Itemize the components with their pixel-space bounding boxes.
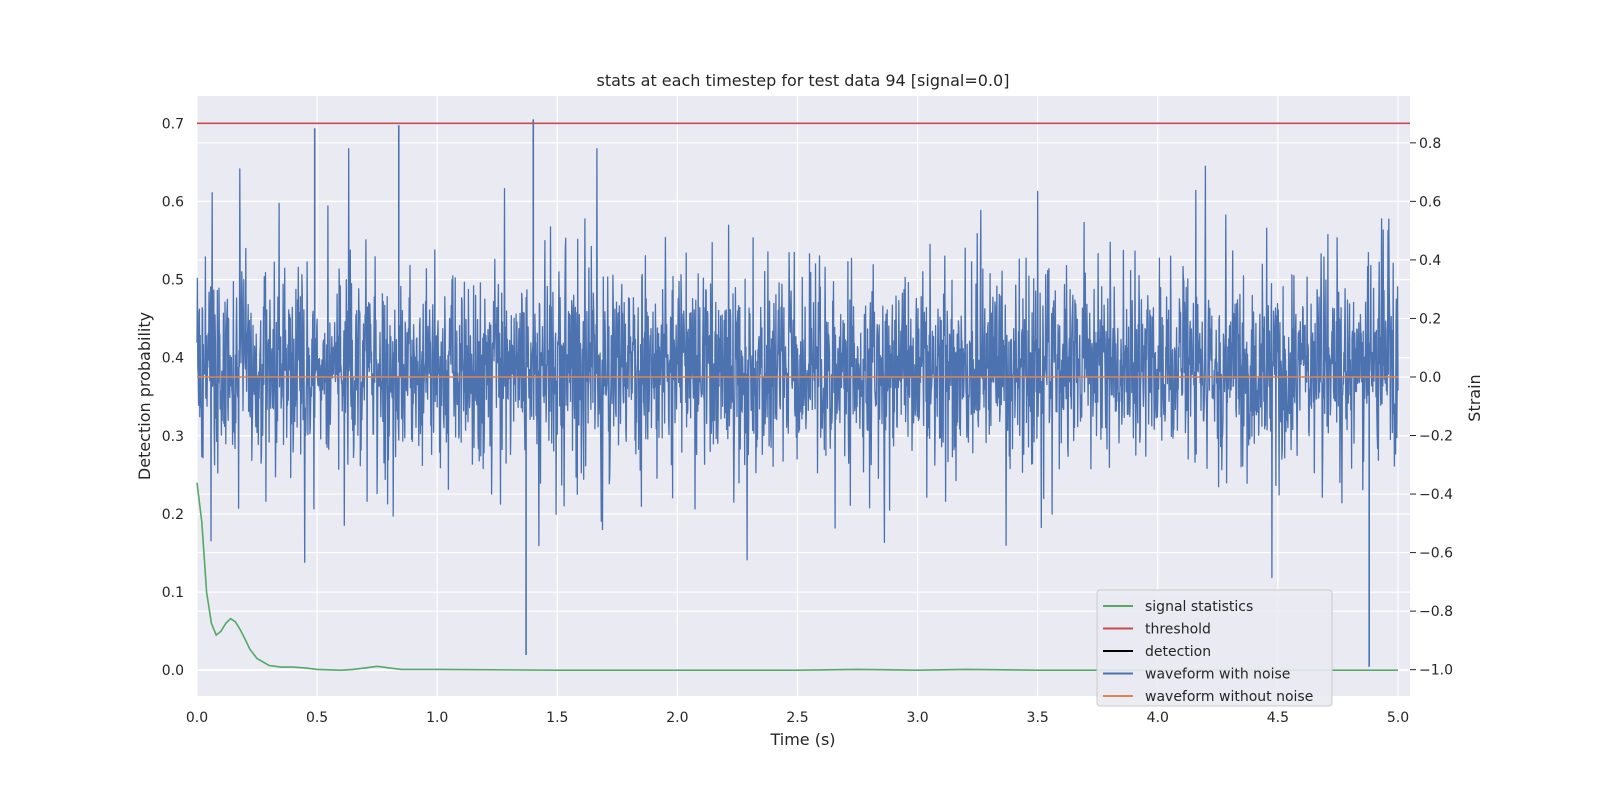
- legend-label-signal-statistics: signal statistics: [1145, 599, 1253, 615]
- x-tick-label: 2.0: [666, 710, 688, 726]
- x-tick-label: 1.0: [426, 710, 448, 726]
- y-axis-label: Detection probability: [135, 312, 154, 480]
- y2-tick-label: 0.2: [1419, 311, 1441, 327]
- y-tick-label: 0.7: [162, 116, 184, 132]
- legend-items: signal statistics threshold detection wavef…: [1103, 599, 1313, 705]
- x-tick-label: 4.0: [1147, 710, 1169, 726]
- y2-axis-label: Strain: [1465, 374, 1484, 421]
- x-tick-label: 4.5: [1267, 710, 1289, 726]
- legend-label-waveform-with-noise: waveform with noise: [1145, 667, 1290, 683]
- y-tick-label: 0.5: [162, 273, 184, 289]
- y-tick-label: 0.1: [162, 585, 184, 601]
- y2-tick-label: 0.6: [1419, 194, 1441, 210]
- y-tick-label: 0.6: [162, 194, 184, 210]
- x-tick-label: 1.5: [546, 710, 568, 726]
- legend-box: [1096, 589, 1333, 707]
- signal-statistics-line: [196, 482, 1398, 672]
- y2-tick-label: −0.8: [1419, 604, 1453, 620]
- legend-label-threshold: threshold: [1145, 622, 1211, 638]
- y-tick-label: 0.2: [162, 507, 184, 523]
- y2-tick-label: −0.2: [1419, 429, 1453, 445]
- y2-tick-label: 0.4: [1419, 253, 1441, 269]
- x-tick-label: 3.0: [906, 710, 928, 726]
- y2-tick-label: −0.6: [1419, 546, 1453, 562]
- y-tick-label: 0.0: [162, 663, 184, 679]
- x-tick-label: 0.0: [186, 710, 208, 726]
- x-tick-label: 2.5: [786, 710, 808, 726]
- x-tick-label: 3.5: [1027, 710, 1049, 726]
- y2-tick-label: 0.8: [1419, 136, 1441, 152]
- legend-label-detection: detection: [1145, 644, 1211, 660]
- series-lines: [196, 122, 1410, 672]
- chart-title: stats at each timestep for test data 94 …: [597, 71, 1010, 90]
- waveform-with-noise-line: [196, 119, 1399, 667]
- x-tick-label: 0.5: [306, 710, 328, 726]
- legend: signal statistics threshold detection wavef…: [1096, 589, 1333, 707]
- waveform-with-noise-trace: [196, 148, 1399, 579]
- x-tick-label: 5.0: [1387, 710, 1409, 726]
- y-tick-label: 0.4: [162, 351, 184, 367]
- x-axis-ticks: 0.0 0.5 1.0 1.5 2.0 2.5 3.0 3.5 4.0 4.5 5.0: [186, 710, 1409, 726]
- y-axis-ticks: 0.0 0.1 0.2 0.3 0.4 0.5 0.6 0.7: [162, 116, 184, 679]
- legend-label-waveform-without-noise: waveform without noise: [1145, 689, 1313, 705]
- y2-tick-label: 0.0: [1419, 370, 1441, 386]
- y2-tick-label: −0.4: [1419, 487, 1453, 503]
- x-axis-label: Time (s): [769, 730, 835, 749]
- y2-axis-ticks: −1.0 −0.8 −0.6 −0.4 −0.2 0.0 0.2 0.4 0.6 0.8: [1410, 136, 1453, 679]
- y-tick-label: 0.3: [162, 429, 184, 445]
- y2-tick-label: −1.0: [1419, 663, 1453, 679]
